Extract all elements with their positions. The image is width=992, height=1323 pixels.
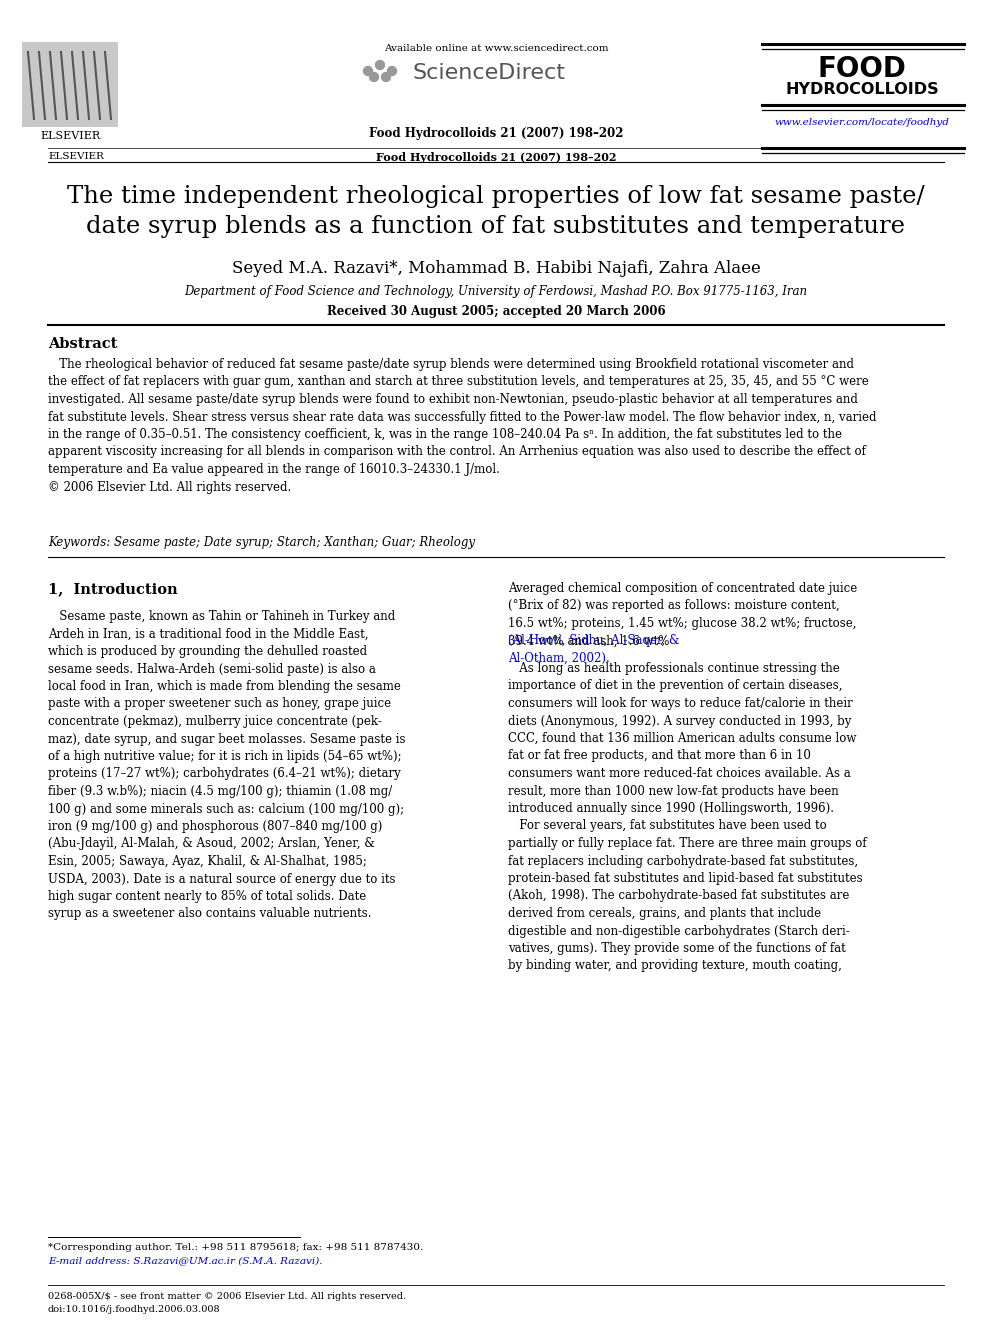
Text: As long as health professionals continue stressing the
importance of diet in the: As long as health professionals continue… (508, 662, 867, 972)
Text: doi:10.1016/j.foodhyd.2006.03.008: doi:10.1016/j.foodhyd.2006.03.008 (48, 1304, 220, 1314)
Text: E-mail address: S.Razavi@UM.ac.ir (S.M.A. Razavi).: E-mail address: S.Razavi@UM.ac.ir (S.M.A… (48, 1256, 322, 1265)
Text: 1,  Introduction: 1, Introduction (48, 582, 178, 595)
Text: Keywords: Sesame paste; Date syrup; Starch; Xanthan; Guar; Rheology: Keywords: Sesame paste; Date syrup; Star… (48, 536, 475, 549)
Text: Received 30 August 2005; accepted 20 March 2006: Received 30 August 2005; accepted 20 Mar… (326, 306, 666, 318)
Text: FOOD: FOOD (817, 56, 907, 83)
Text: HYDROCOLLOIDS: HYDROCOLLOIDS (786, 82, 938, 97)
Text: Seyed M.A. Razavi*, Mohammad B. Habibi Najafi, Zahra Alaee: Seyed M.A. Razavi*, Mohammad B. Habibi N… (231, 261, 761, 277)
Text: ScienceDirect: ScienceDirect (412, 64, 565, 83)
Text: Sesame paste, known as Tahin or Tahineh in Turkey and
Ardeh in Iran, is a tradit: Sesame paste, known as Tahin or Tahineh … (48, 610, 406, 921)
Circle shape (376, 61, 385, 70)
Circle shape (369, 73, 379, 82)
Text: Food Hydrocolloids 21 (2007) 198–202: Food Hydrocolloids 21 (2007) 198–202 (369, 127, 623, 140)
Circle shape (388, 66, 397, 75)
Text: date syrup blends as a function of fat substitutes and temperature: date syrup blends as a function of fat s… (86, 216, 906, 238)
Text: The time independent rheological properties of low fat sesame paste/: The time independent rheological propert… (67, 185, 925, 208)
Text: (Al-Hooti, Sidhu, Al-Saqer, &
Al-Otham, 2002).: (Al-Hooti, Sidhu, Al-Saqer, & Al-Otham, … (508, 634, 680, 664)
Text: 0268-005X/$ - see front matter © 2006 Elsevier Ltd. All rights reserved.: 0268-005X/$ - see front matter © 2006 El… (48, 1293, 406, 1301)
Text: Averaged chemical composition of concentrated date juice
(°Brix of 82) was repor: Averaged chemical composition of concent… (508, 582, 857, 647)
Text: Available online at www.sciencedirect.com: Available online at www.sciencedirect.co… (384, 44, 608, 53)
Text: The rheological behavior of reduced fat sesame paste/date syrup blends were dete: The rheological behavior of reduced fat … (48, 359, 877, 493)
Circle shape (382, 73, 391, 82)
Text: *Corresponding author. Tel.: +98 511 8795618; fax: +98 511 8787430.: *Corresponding author. Tel.: +98 511 879… (48, 1244, 424, 1252)
Bar (22, 42, 118, 127)
Circle shape (363, 66, 373, 75)
Text: Abstract: Abstract (48, 337, 117, 351)
Text: Department of Food Science and Technology, University of Ferdowsi, Mashad P.O. B: Department of Food Science and Technolog… (185, 284, 807, 298)
Text: ELSEVIER: ELSEVIER (48, 152, 104, 161)
Text: ELSEVIER: ELSEVIER (40, 131, 100, 142)
Text: www.elsevier.com/locate/foodhyd: www.elsevier.com/locate/foodhyd (775, 118, 949, 127)
Text: Food Hydrocolloids 21 (2007) 198–202: Food Hydrocolloids 21 (2007) 198–202 (376, 152, 616, 163)
